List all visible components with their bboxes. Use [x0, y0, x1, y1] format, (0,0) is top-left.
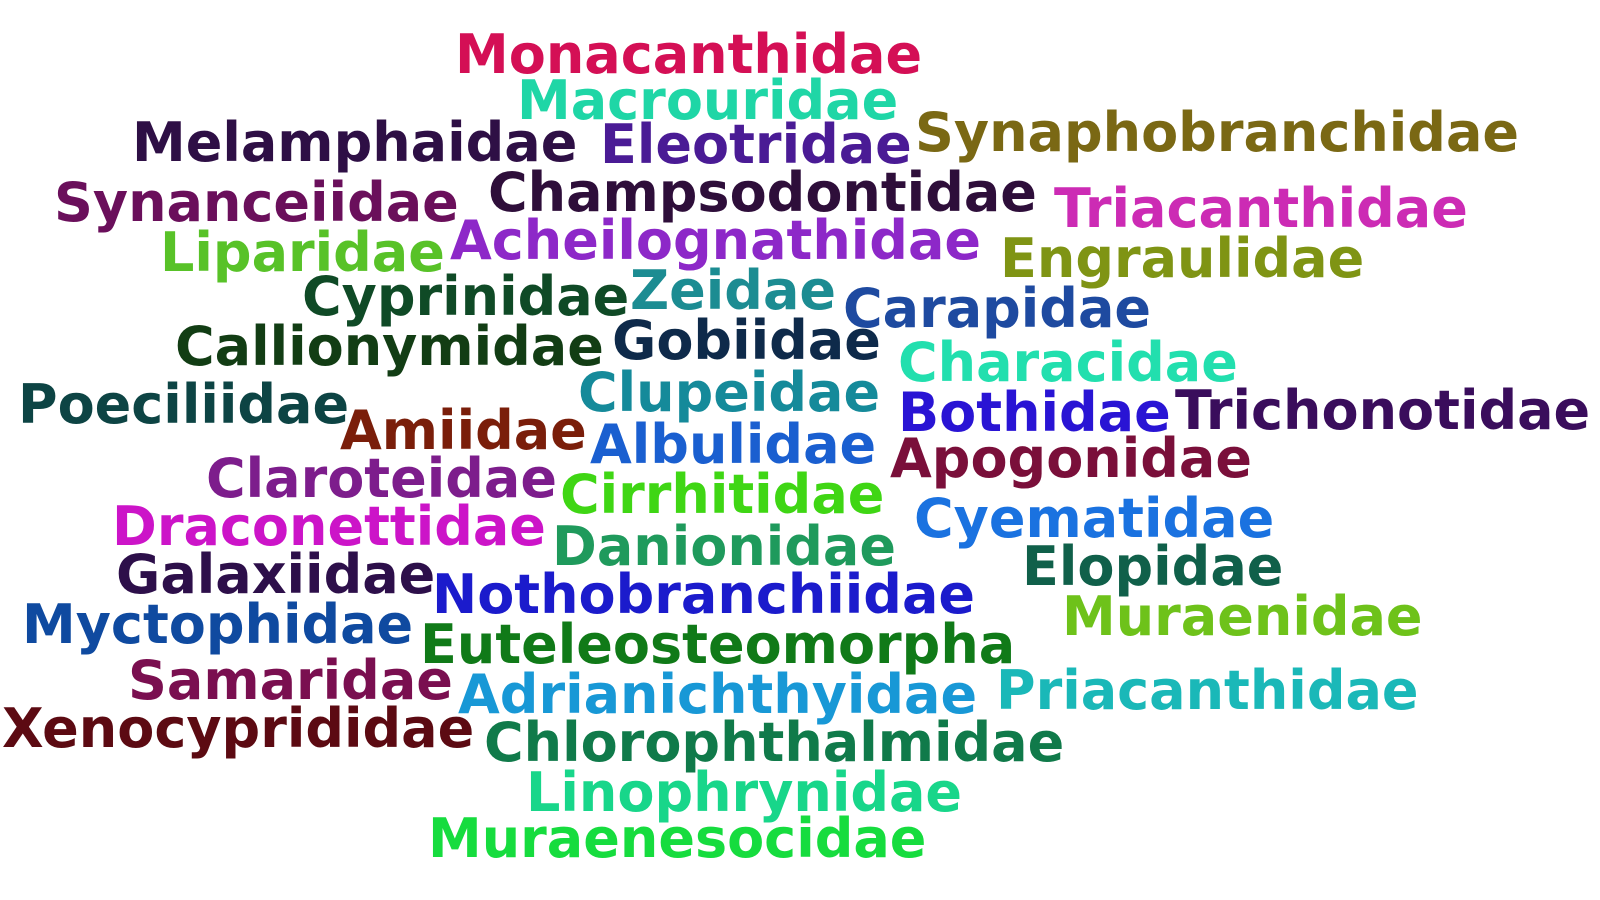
word: Liparidae [160, 221, 445, 284]
word: Carapidae [843, 277, 1152, 340]
word: Chlorophthalmidae [484, 711, 1065, 774]
word: Callionymidae [175, 315, 604, 378]
word: Euteleosteomorpha [420, 613, 1016, 676]
word: Muraenesocidae [428, 807, 927, 870]
word: Triacanthidae [1054, 177, 1468, 240]
word: Xenocyprididae [2, 697, 475, 760]
word: Trichonotidae [1175, 379, 1591, 442]
word: Draconettidae [112, 495, 546, 558]
word: Synanceiidae [54, 171, 459, 234]
word: Albulidae [590, 413, 877, 476]
word: Amiidae [340, 399, 587, 462]
word: Elopidae [1022, 535, 1284, 598]
word: Macrouridae [517, 69, 899, 132]
word: Adrianichthyidae [458, 663, 978, 726]
word: Champsodontidae [488, 161, 1037, 224]
word: Clupeidae [578, 361, 881, 424]
word: Cirrhitidae [560, 463, 885, 526]
word: Priacanthidae [996, 659, 1419, 722]
word: Linophrynidae [526, 761, 963, 824]
word: Nothobranchiidae [432, 563, 976, 626]
word: Acheilognathidae [450, 209, 982, 272]
word: Characidae [898, 331, 1238, 394]
word: Synaphobranchidae [915, 101, 1520, 164]
word: Cyematidae [914, 487, 1275, 550]
word: Engraulidae [1000, 227, 1365, 290]
word: Monacanthidae [455, 23, 923, 86]
word: Muraenidae [1062, 585, 1423, 648]
word: Claroteidae [206, 447, 557, 510]
word: Apogonidae [890, 427, 1252, 490]
word: Galaxiidae [116, 543, 436, 606]
word: Samaridae [128, 649, 453, 712]
word: Zeidae [630, 259, 837, 322]
word: Poeciliidae [18, 373, 350, 436]
word: Myctophidae [22, 593, 414, 656]
word: Eleotridae [600, 113, 912, 176]
word: Bothidae [898, 381, 1171, 444]
word: Gobiidae [612, 309, 881, 372]
word: Cyprinidae [302, 265, 630, 328]
word: Danionidae [552, 515, 896, 578]
word: Melamphaidae [132, 111, 578, 174]
